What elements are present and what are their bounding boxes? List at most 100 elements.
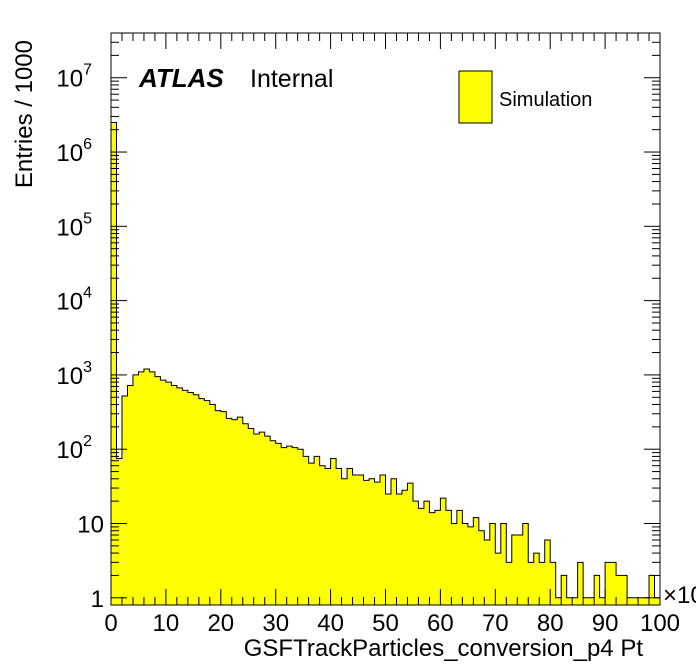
y-tick-label: 10 — [77, 512, 104, 539]
histogram-bar — [462, 523, 469, 605]
histogram-outline — [110, 121, 661, 605]
histogram-bars — [111, 122, 661, 605]
histogram-bar — [380, 474, 386, 605]
x-tick-label: 60 — [427, 610, 454, 637]
histogram-bar — [143, 369, 150, 605]
histogram-bar — [616, 575, 622, 605]
histogram-bar — [160, 380, 167, 605]
histogram-bar — [121, 396, 128, 605]
atlas-label: ATLAS — [138, 63, 224, 93]
histogram-bar — [259, 432, 266, 605]
histogram-bar — [264, 436, 271, 605]
histogram-bar — [281, 447, 287, 605]
x-tick-label: 0 — [104, 610, 117, 637]
histogram-bar — [528, 562, 535, 605]
histogram-bar — [544, 539, 551, 605]
histogram-bar — [111, 122, 117, 605]
histogram-bar — [314, 456, 320, 605]
histogram-bar — [358, 474, 364, 605]
histogram-bar — [303, 456, 309, 605]
histogram-bar — [396, 493, 403, 605]
histogram-bar — [275, 443, 282, 605]
histogram-bar — [248, 428, 255, 605]
x-tick-labels: 0 10 20 30 40 50 60 70 80 90 100 — [104, 610, 680, 637]
legend-swatch — [458, 70, 493, 124]
histogram-bar — [308, 463, 315, 605]
x-axis-label: GSFTrackParticles_conversion_p4 Pt — [244, 635, 644, 662]
histogram-bar — [231, 419, 238, 605]
y-tick-label: 106 — [56, 136, 92, 167]
histogram-bar — [401, 490, 408, 605]
y-tick-label: 1 — [91, 586, 104, 613]
histogram-bar — [352, 474, 359, 605]
histogram-bar — [193, 394, 200, 605]
histogram-bar — [489, 523, 496, 605]
y-tick-label: 107 — [56, 62, 92, 93]
histogram-bar — [423, 501, 430, 605]
histogram-bar — [209, 404, 216, 605]
histogram-bar — [445, 510, 452, 605]
histogram-bar — [154, 376, 161, 605]
histogram-bar — [555, 597, 562, 605]
histogram-bar — [242, 423, 249, 605]
histogram-bar — [319, 465, 326, 605]
x-tick-label: 20 — [207, 610, 234, 637]
histogram-bar — [341, 478, 348, 605]
histogram-bar — [215, 410, 222, 605]
x-axis-multiplier: ×10³ — [663, 582, 696, 609]
histogram-bar — [550, 562, 556, 605]
x-tick-label: 50 — [372, 610, 399, 637]
x-tick-label: 100 — [640, 610, 680, 637]
x-tick-label: 80 — [537, 610, 564, 637]
histogram-bar — [325, 468, 331, 605]
histogram-bar — [149, 371, 156, 605]
histogram-bar — [627, 597, 633, 605]
histogram-bar — [484, 539, 491, 605]
x-tick-label: 10 — [153, 610, 180, 637]
y-tick-label: 103 — [56, 359, 92, 390]
histogram-bar — [594, 575, 600, 605]
histogram-bar — [654, 597, 661, 605]
internal-label: Internal — [250, 65, 333, 93]
y-tick-label: 105 — [56, 210, 92, 241]
histogram-bar — [649, 575, 655, 605]
histogram-bar — [418, 508, 425, 605]
histogram-bar — [588, 597, 595, 605]
histogram-bar — [412, 501, 419, 605]
histogram-bar — [577, 562, 584, 605]
histogram-bar — [176, 387, 183, 605]
histogram-bar — [390, 478, 397, 605]
histogram-bar — [171, 385, 178, 605]
histogram-bar — [643, 597, 650, 605]
histogram-bar — [297, 449, 304, 605]
histogram-bar — [138, 371, 145, 605]
histogram-bar — [500, 523, 507, 605]
histogram-bar — [347, 468, 353, 605]
histogram-bar — [286, 446, 293, 605]
y-tick-label: 104 — [56, 285, 92, 316]
histogram-bar — [369, 478, 375, 605]
histogram-bar — [226, 418, 233, 605]
histogram-bar — [363, 480, 370, 605]
histogram-bar — [385, 493, 392, 605]
histogram-bar — [610, 562, 617, 605]
histogram-bar — [132, 374, 139, 605]
histogram-bar — [116, 458, 123, 605]
histogram-bar — [495, 553, 502, 605]
axis-ticks — [110, 32, 661, 605]
histogram-bar — [440, 498, 447, 605]
histogram-bar — [533, 553, 540, 605]
histogram-bar — [478, 530, 485, 605]
histogram-bar — [434, 510, 441, 605]
histogram-bar — [506, 562, 513, 605]
histogram-bar — [270, 440, 276, 605]
histogram-bar — [621, 575, 628, 605]
histogram-bar — [572, 597, 578, 605]
legend: Simulation — [458, 70, 592, 124]
histogram-bar — [451, 523, 458, 605]
histogram-bar — [599, 597, 606, 605]
x-tick-label: 40 — [317, 610, 344, 637]
histogram-bar — [407, 483, 414, 605]
histogram-bar — [253, 434, 260, 605]
